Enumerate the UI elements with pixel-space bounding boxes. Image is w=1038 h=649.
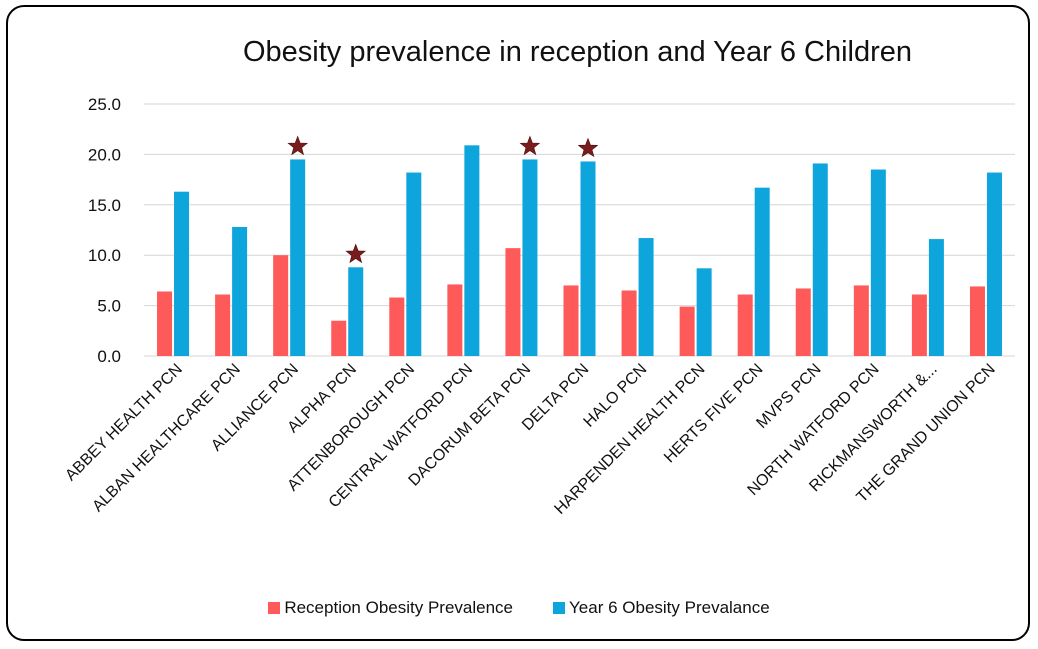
bar-year6 [638,238,654,356]
bar-reception [853,285,869,356]
bar-year6 [406,172,422,356]
bar-year6 [522,159,538,356]
bar-year6 [870,169,886,356]
bar-year6 [580,161,596,356]
legend-label-year6: Year 6 Obesity Prevalance [569,598,770,617]
x-tick-label: DACORUM BETA PCN [406,361,535,490]
bar-reception [447,284,463,356]
bar-reception [505,248,521,356]
bar-year6 [232,226,248,356]
bar-year6 [812,163,828,356]
bar-reception [215,294,231,356]
star-marker [287,135,309,156]
bar-year6 [986,172,1002,356]
bar-reception [795,288,811,356]
y-tick-label: 15.0 [88,196,121,215]
bar-year6 [348,267,364,356]
legend-item-reception: Reception Obesity Prevalence [268,598,513,618]
bar-reception [911,294,927,356]
bar-reception [969,286,985,356]
bar-reception [563,285,579,356]
bar-reception [621,290,637,356]
star-marker [519,135,541,156]
bar-year6 [464,145,480,356]
y-tick-label: 0.0 [97,347,121,366]
x-tick-label: ABBEY HEALTH PCN [62,361,186,485]
legend: Reception Obesity Prevalence Year 6 Obes… [0,598,1038,618]
bar-reception [389,297,405,356]
legend-label-reception: Reception Obesity Prevalence [284,598,514,617]
y-tick-label: 5.0 [97,297,121,316]
y-tick-label: 20.0 [88,145,121,164]
bar-reception [737,294,753,356]
legend-item-year6: Year 6 Obesity Prevalance [553,598,770,618]
bar-reception [273,255,289,356]
bar-year6 [754,187,770,356]
legend-swatch-reception [268,602,281,614]
x-tick-label: HERTS FIVE PCN [661,361,766,466]
star-marker [345,243,367,264]
y-tick-label: 25.0 [88,95,121,114]
legend-swatch-year6 [553,602,566,614]
bar-year6 [290,159,306,356]
bar-reception [679,306,695,356]
chart-title: Obesity prevalence in reception and Year… [242,36,913,68]
bar-year6 [928,239,944,356]
bar-year6 [174,191,190,356]
bar-reception [157,291,173,356]
star-marker [577,137,599,158]
bar-reception [331,320,347,356]
y-tick-label: 10.0 [88,246,121,265]
bar-year6 [696,268,712,356]
